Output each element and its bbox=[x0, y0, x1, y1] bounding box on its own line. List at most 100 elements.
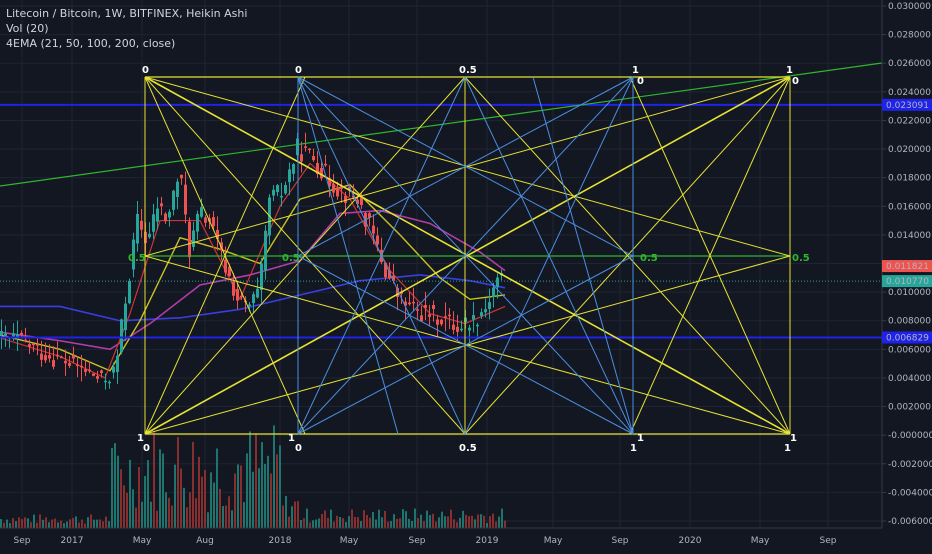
candle-body bbox=[324, 163, 327, 166]
y-tick-label: 0.014000 bbox=[888, 231, 931, 241]
volume-bar bbox=[435, 521, 437, 528]
y-axis: 0.030000 0.028000 0.026000 0.024000 0.022000… bbox=[881, 0, 932, 550]
volume-bar bbox=[159, 449, 161, 528]
fib-label-top: 0 bbox=[792, 76, 799, 87]
fib-blue-diag bbox=[464, 76, 634, 435]
volume-bar bbox=[432, 513, 434, 528]
legend-symbol[interactable]: Litecoin / Bitcoin, 1W, BITFINEX, Heikin… bbox=[6, 7, 248, 20]
candle-body bbox=[124, 303, 127, 331]
candle-body bbox=[76, 364, 79, 366]
volume-bar bbox=[291, 506, 293, 528]
fib-label-bottom: 1 bbox=[137, 433, 144, 444]
volume-bar bbox=[57, 522, 59, 528]
candle-body bbox=[428, 314, 431, 317]
fib-label-mid: 0.5 bbox=[640, 253, 658, 264]
volume-bar bbox=[90, 514, 92, 528]
fib-diag bbox=[144, 76, 306, 435]
fib-diag bbox=[144, 255, 791, 435]
y-tick-label: 0.010000 bbox=[888, 288, 931, 298]
fib-label-bottom: 1 bbox=[630, 443, 637, 454]
candle-body bbox=[392, 275, 395, 281]
volume-bar bbox=[342, 518, 344, 528]
candle-body bbox=[312, 156, 315, 161]
fib-blue-diag bbox=[297, 76, 466, 435]
volume-bar bbox=[99, 519, 101, 528]
volume-bar bbox=[51, 519, 53, 528]
candle-body bbox=[132, 239, 135, 270]
volume-bar bbox=[75, 516, 77, 528]
volume-bar bbox=[480, 514, 482, 528]
volume-bar bbox=[324, 510, 326, 528]
volume-bar bbox=[195, 498, 197, 528]
candle-body bbox=[264, 230, 267, 271]
volume-bar bbox=[378, 509, 380, 528]
x-tick-label: 2019 bbox=[476, 536, 499, 546]
volume-bar bbox=[183, 487, 185, 528]
volume-bar bbox=[18, 517, 20, 528]
candle-body bbox=[48, 355, 51, 359]
candle-body bbox=[148, 233, 151, 238]
volume-bar bbox=[177, 437, 179, 528]
volume-bar bbox=[477, 514, 479, 528]
fib-label-top: 0 bbox=[637, 76, 644, 87]
volume-bar bbox=[255, 433, 257, 528]
volume-bar bbox=[366, 514, 368, 528]
candle-body bbox=[112, 366, 115, 373]
volume-bar bbox=[309, 522, 311, 528]
volume-bar bbox=[264, 463, 266, 528]
volume-bar bbox=[174, 464, 176, 528]
legend-volume[interactable]: Vol (20) bbox=[6, 22, 49, 35]
volume-bar bbox=[321, 514, 323, 528]
price-label: 0.010770 bbox=[886, 277, 929, 287]
volume-bar bbox=[459, 517, 461, 528]
volume-bar bbox=[12, 518, 14, 528]
x-tick-label: 2017 bbox=[61, 536, 84, 546]
candle-body bbox=[240, 295, 243, 298]
volume-bar bbox=[138, 466, 140, 528]
candle-body bbox=[88, 369, 91, 372]
volume-bar bbox=[444, 516, 446, 528]
candle-body bbox=[452, 324, 455, 330]
legend-ema[interactable]: 4EMA (21, 50, 100, 200, close) bbox=[6, 37, 176, 50]
x-tick-label: Sep bbox=[14, 536, 31, 546]
volume-bar bbox=[108, 521, 110, 528]
volume-bar bbox=[285, 495, 287, 528]
candle-body bbox=[256, 288, 259, 298]
y-tick-label: 0.006000 bbox=[888, 345, 931, 355]
fib-label-mid: 0.5 bbox=[282, 253, 300, 264]
candle-body bbox=[96, 376, 99, 379]
volume-bar bbox=[501, 508, 503, 528]
volume-bar bbox=[336, 515, 338, 528]
x-tick-label: Sep bbox=[612, 536, 629, 546]
volume-bar bbox=[198, 456, 200, 528]
volume-bar bbox=[42, 519, 44, 528]
volume-bar bbox=[219, 488, 221, 528]
volume-bar bbox=[84, 523, 86, 528]
price-label: 0.011821 bbox=[886, 262, 929, 272]
volume-bar bbox=[153, 432, 155, 528]
volume-bar bbox=[207, 512, 209, 528]
fib-label-bottom: 1 bbox=[790, 433, 797, 444]
fib-blue-diag bbox=[297, 76, 634, 435]
volume-bar bbox=[282, 505, 284, 528]
y-tick-label: 0.024000 bbox=[888, 88, 931, 98]
volume-bar bbox=[462, 510, 464, 528]
volume-bar bbox=[180, 468, 182, 528]
volume-bar bbox=[69, 519, 71, 528]
candle-body bbox=[188, 221, 191, 258]
volume-bar bbox=[387, 521, 389, 528]
x-tick-label: Sep bbox=[409, 536, 426, 546]
volume-bar bbox=[192, 441, 194, 528]
candle-body bbox=[480, 312, 483, 316]
fib-label-bottom: 0 bbox=[143, 443, 150, 454]
fib-label-top: 1 bbox=[632, 65, 639, 76]
candle-body bbox=[232, 281, 235, 296]
y-tick-label: 0.020000 bbox=[888, 145, 931, 155]
candle-body bbox=[136, 213, 139, 244]
candle-body bbox=[276, 185, 279, 193]
volume-bar bbox=[87, 517, 89, 528]
volume-bar bbox=[399, 518, 401, 528]
volume-bar bbox=[363, 510, 365, 528]
